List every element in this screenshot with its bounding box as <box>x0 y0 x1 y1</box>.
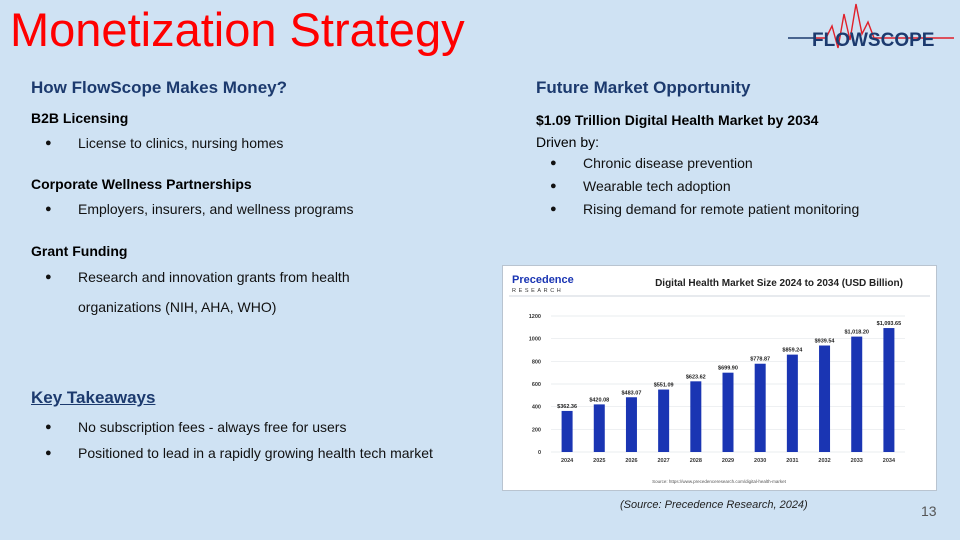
bar-2030 <box>754 363 766 452</box>
precedence-logo: Precedence RESEARCH <box>512 274 574 294</box>
bar-value-label: $1,018.20 <box>844 330 868 336</box>
publisher-name: Precedence <box>512 274 574 286</box>
left-column: How FlowScope Makes Money? B2B Licensing… <box>31 77 491 465</box>
bar-value-label: $859.24 <box>782 348 803 354</box>
y-tick-label: 1000 <box>529 337 541 343</box>
bar-value-label: $623.62 <box>686 374 706 380</box>
page-number: 13 <box>921 503 937 519</box>
right-column: Future Market Opportunity $1.09 Trillion… <box>536 77 936 221</box>
bar-2031 <box>786 354 798 452</box>
bar-2033 <box>851 336 863 452</box>
x-tick-label: 2026 <box>625 458 637 464</box>
x-tick-label: 2032 <box>818 458 830 464</box>
x-tick-label: 2027 <box>658 458 670 464</box>
x-tick-label: 2024 <box>561 458 574 464</box>
list-item: No subscription fees - always free for u… <box>31 416 491 439</box>
list-item: Research and innovation grants from heal… <box>31 262 411 322</box>
y-tick-label: 600 <box>532 382 541 388</box>
bar-2024 <box>561 410 573 452</box>
x-tick-label: 2034 <box>883 458 896 464</box>
grant-bullets: Research and innovation grants from heal… <box>31 262 411 322</box>
x-tick-label: 2028 <box>690 458 702 464</box>
wellness-bullets: Employers, insurers, and wellness progra… <box>31 198 491 221</box>
bar-value-label: $699.90 <box>718 366 738 372</box>
x-tick-label: 2029 <box>722 458 734 464</box>
bar-value-label: $939.54 <box>815 339 836 345</box>
driven-by-label: Driven by: <box>536 134 600 150</box>
y-tick-label: 800 <box>532 359 541 365</box>
bar-value-label: $778.87 <box>750 357 770 363</box>
bar-value-label: $483.07 <box>622 390 642 396</box>
chart-title: Digital Health Market Size 2024 to 2034 … <box>655 278 903 289</box>
chart-source-caption: (Source: Precedence Research, 2024) <box>620 499 808 511</box>
bar-2028 <box>690 381 702 452</box>
section-title-b2b: B2B Licensing <box>31 110 129 126</box>
publisher-subtitle: RESEARCH <box>512 288 563 294</box>
bar-value-label: $1,093.65 <box>877 321 901 327</box>
bar-2032 <box>819 345 831 452</box>
bar-2027 <box>658 389 670 452</box>
section-title-grants: Grant Funding <box>31 243 128 259</box>
bar-2025 <box>593 404 605 452</box>
key-takeaways-heading: Key Takeaways <box>31 388 156 407</box>
list-item: License to clinics, nursing homes <box>31 132 491 155</box>
bar-value-label: $420.08 <box>589 397 609 403</box>
y-tick-label: 200 <box>532 427 541 433</box>
slide-title: Monetization Strategy <box>10 3 465 56</box>
list-item: Rising demand for remote patient monitor… <box>536 198 936 221</box>
driver-bullets: Chronic disease prevention Wearable tech… <box>536 152 936 221</box>
bar-2026 <box>625 397 637 452</box>
y-tick-label: 400 <box>532 405 541 411</box>
x-tick-label: 2030 <box>754 458 766 464</box>
takeaway-bullets: No subscription fees - always free for u… <box>31 416 491 465</box>
y-tick-label: 1200 <box>529 314 541 320</box>
list-item: Chronic disease prevention <box>536 152 936 175</box>
market-headline: $1.09 Trillion Digital Health Market by … <box>536 112 819 128</box>
bar-value-label: $362.36 <box>557 404 577 410</box>
list-item: Employers, insurers, and wellness progra… <box>31 198 491 221</box>
section-title-wellness: Corporate Wellness Partnerships <box>31 176 252 192</box>
market-heading: Future Market Opportunity <box>536 78 751 97</box>
bar-2034 <box>883 328 895 452</box>
chart-source-note: Source: https://www.precedenceresearch.c… <box>652 479 787 484</box>
x-tick-label: 2033 <box>851 458 863 464</box>
x-tick-label: 2031 <box>786 458 798 464</box>
market-size-chart: Precedence RESEARCH Digital Health Marke… <box>502 265 937 491</box>
b2b-bullets: License to clinics, nursing homes <box>31 132 491 155</box>
list-item: Positioned to lead in a rapidly growing … <box>31 442 491 465</box>
bar-2029 <box>722 372 734 452</box>
x-tick-label: 2025 <box>593 458 605 464</box>
bar-chart-svg: Precedence RESEARCH Digital Health Marke… <box>509 274 930 484</box>
money-heading: How FlowScope Makes Money? <box>31 78 287 97</box>
bar-value-label: $551.09 <box>654 383 674 389</box>
logo-wordmark: FLOWSCOPE <box>812 30 934 51</box>
y-tick-label: 0 <box>538 450 541 456</box>
heartbeat-logo-icon: FLOWSCOPE <box>788 3 954 51</box>
list-item: Wearable tech adoption <box>536 175 936 198</box>
flowscope-logo: FLOWSCOPE <box>786 0 956 62</box>
